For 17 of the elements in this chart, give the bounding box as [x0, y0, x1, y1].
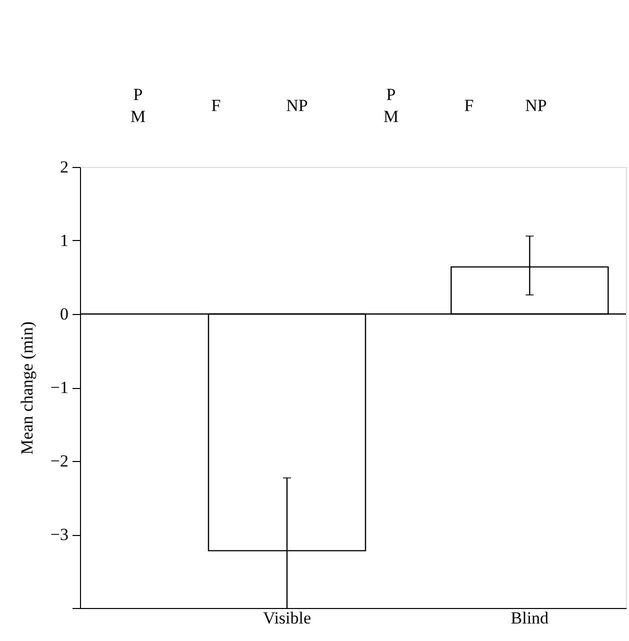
y-tick-label: 0	[60, 304, 68, 324]
y-tick-label: 2	[60, 158, 68, 176]
text: M	[383, 107, 399, 126]
x-tick-label: Blind	[510, 608, 550, 628]
text: M	[130, 107, 146, 126]
y-tick-label: −2	[50, 452, 68, 470]
y-tick-label: 1	[60, 231, 68, 250]
y-tick-label: −1	[50, 378, 68, 397]
text: P	[133, 85, 143, 104]
y-axis-title: Mean change (min)	[17, 321, 36, 455]
text: P	[386, 85, 396, 104]
text: NP	[286, 96, 308, 115]
text: F	[464, 96, 474, 115]
y-tick-label: −3	[50, 525, 68, 544]
x-tick-label: Visible	[262, 608, 312, 628]
text: F	[211, 96, 221, 115]
text: NP	[525, 96, 547, 115]
